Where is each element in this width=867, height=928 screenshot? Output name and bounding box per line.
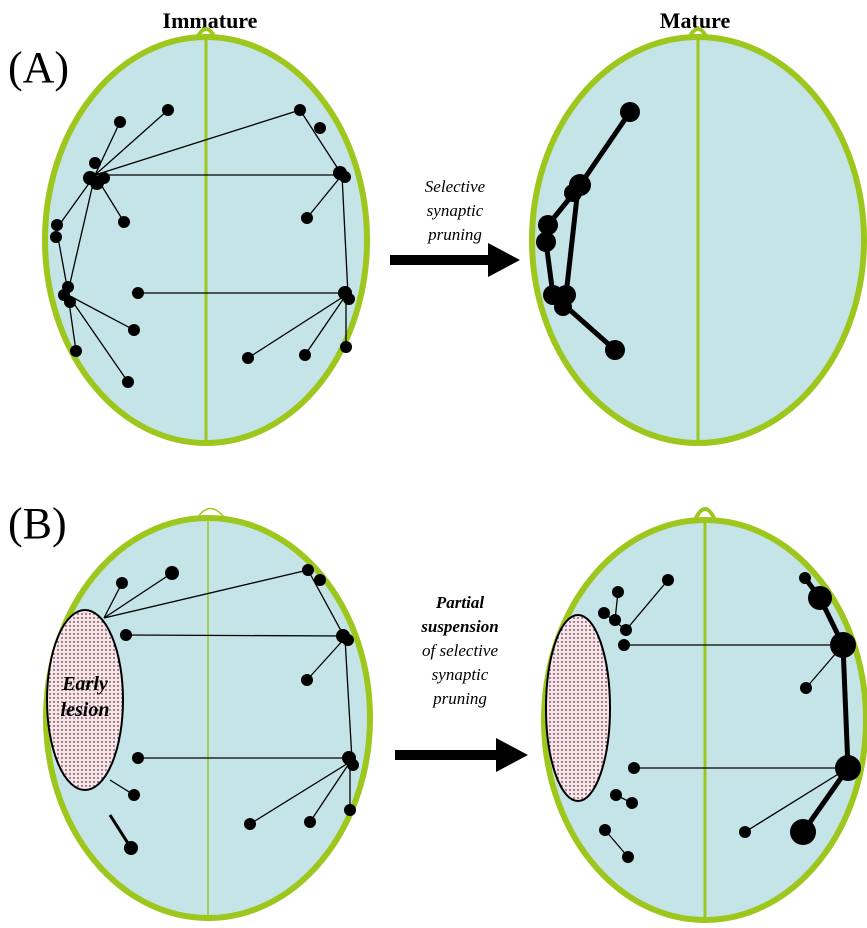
neuron-part <box>299 349 311 361</box>
arrow-part <box>488 243 520 277</box>
arrow-part <box>496 738 528 772</box>
neuron-part <box>132 287 144 299</box>
neuron-part <box>538 215 558 235</box>
neuron-part <box>301 674 313 686</box>
neuron-part <box>302 564 314 576</box>
neuron-part <box>114 116 126 128</box>
neuron-part <box>830 632 856 658</box>
neuron-part <box>98 172 110 184</box>
panel-label: (B) <box>8 499 67 548</box>
neuron-part <box>628 762 640 774</box>
neuron-part <box>165 566 179 580</box>
neuron-part <box>128 324 140 336</box>
neuron-part <box>314 574 326 586</box>
neuron-part <box>342 634 354 646</box>
neuron-part <box>620 102 640 122</box>
arrow-label: pruning <box>427 225 482 244</box>
neuron-part <box>610 789 622 801</box>
neuron-part <box>244 818 256 830</box>
neuron-part <box>242 352 254 364</box>
arrow-part <box>395 750 498 760</box>
arrow-label: suspension <box>420 617 498 636</box>
neuron-part <box>162 104 174 116</box>
neuron-part <box>618 639 630 651</box>
arrow-label: synaptic <box>432 665 489 684</box>
neuron-part <box>662 574 674 586</box>
neuron-part <box>612 586 624 598</box>
neuron-part <box>622 851 634 863</box>
arrow <box>390 243 520 277</box>
neuron-part <box>609 614 621 626</box>
arrow-part <box>390 255 490 265</box>
neuron-part <box>347 759 359 771</box>
neuron-part <box>132 752 144 764</box>
arrow-label: of selective <box>422 641 498 660</box>
neuron-part <box>800 682 812 694</box>
neuron-part <box>739 826 751 838</box>
neuron-part <box>64 296 76 308</box>
neuron-part <box>808 586 832 610</box>
neuron-part <box>344 804 356 816</box>
neuron-part <box>116 577 128 589</box>
neuron-part <box>835 755 861 781</box>
arrow <box>395 738 528 772</box>
neuron-part <box>564 184 582 202</box>
neuron-part <box>314 122 326 134</box>
neuron-part <box>70 345 82 357</box>
neuron-part <box>620 624 632 636</box>
neuron-part <box>554 298 572 316</box>
neuron-part <box>799 572 811 584</box>
lesion-label: lesion <box>61 699 110 721</box>
neuron-part <box>89 157 101 169</box>
arrow-label: pruning <box>432 689 487 708</box>
neuron-part <box>120 629 132 641</box>
arrow-label: Selective <box>425 177 486 196</box>
neuron-part <box>301 212 313 224</box>
neuron-part <box>124 841 138 855</box>
neuron-part <box>339 171 351 183</box>
neuron-part <box>343 293 355 305</box>
neuron-part <box>790 819 816 845</box>
neuron-part <box>118 216 130 228</box>
neuron-part <box>626 797 638 809</box>
lesion-label: Early <box>61 673 108 695</box>
panel-label: (A) <box>8 43 69 92</box>
arrow-label: Partial <box>435 593 484 612</box>
head <box>45 29 367 443</box>
arrow-label: synaptic <box>427 201 484 220</box>
neuron-part <box>304 816 316 828</box>
head <box>532 29 864 443</box>
neuron-part <box>536 232 556 252</box>
neuron-part <box>128 789 140 801</box>
neuron-part <box>294 104 306 116</box>
lesion <box>546 615 610 801</box>
neuron-part <box>51 219 63 231</box>
neuron-part <box>50 231 62 243</box>
neuron-part <box>605 340 625 360</box>
neuron-part <box>340 341 352 353</box>
diagram: Immature Mature (A) (B) <box>0 0 867 928</box>
neuron-part <box>599 824 611 836</box>
neuron-part <box>598 607 610 619</box>
neuron-part <box>122 376 134 388</box>
